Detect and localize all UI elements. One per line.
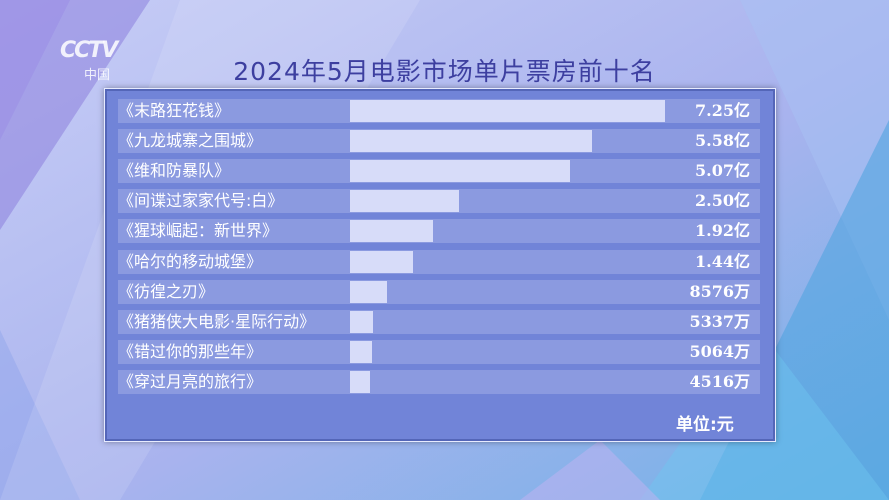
bar-track <box>350 280 665 304</box>
bar <box>350 190 459 212</box>
bar-track <box>350 99 665 123</box>
bar <box>350 251 413 273</box>
value-label: 5.07亿 <box>695 161 750 180</box>
bar <box>350 130 593 152</box>
value-label: 7.25亿 <box>695 101 750 120</box>
unit-label: 单位:元 <box>676 415 734 435</box>
bar-track <box>350 189 665 213</box>
bar-row: 《哈尔的移动城堡》 1.44亿 <box>118 250 760 274</box>
value-label: 5.58亿 <box>695 131 750 150</box>
bar-row: 《猪猪侠大电影·星际行动》 5337万 <box>118 310 760 334</box>
value-label: 5064万 <box>689 342 750 361</box>
bar-track <box>350 129 665 153</box>
bar-track <box>350 370 665 394</box>
value-label: 1.44亿 <box>695 252 750 271</box>
logo-subtext: 中国 <box>84 68 111 83</box>
value-label: 2.50亿 <box>695 191 750 210</box>
bar-track <box>350 250 665 274</box>
bar-row: 《猩球崛起：新世界》 1.92亿 <box>118 219 760 243</box>
category-label: 《错过你的那些年》 <box>118 342 263 361</box>
bar <box>350 341 372 363</box>
category-label: 《彷徨之刃》 <box>118 282 215 301</box>
bar <box>350 100 665 122</box>
category-label: 《猩球崛起：新世界》 <box>118 221 279 240</box>
bar-track <box>350 310 665 334</box>
category-label: 《间谍过家家代号:白》 <box>118 191 284 210</box>
category-label: 《末路狂花钱》 <box>118 101 231 120</box>
bar-row: 《末路狂花钱》 7.25亿 <box>118 99 760 123</box>
bar-row: 《间谍过家家代号:白》 2.50亿 <box>118 189 760 213</box>
bar <box>350 281 388 303</box>
category-label: 《猪猪侠大电影·星际行动》 <box>118 312 316 331</box>
bar-row: 《穿过月亮的旅行》 4516万 <box>118 370 760 394</box>
bar-track <box>350 340 665 364</box>
category-label: 《穿过月亮的旅行》 <box>118 372 263 391</box>
bar-track <box>350 219 665 243</box>
category-label: 《九龙城寨之围城》 <box>118 131 263 150</box>
category-label: 《维和防暴队》 <box>118 161 231 180</box>
bar <box>350 160 571 182</box>
bar-row: 《错过你的那些年》 5064万 <box>118 340 760 364</box>
value-label: 8576万 <box>689 282 750 301</box>
bar <box>350 220 434 242</box>
value-label: 1.92亿 <box>695 221 750 240</box>
bar-row: 《彷徨之刃》 8576万 <box>118 280 760 304</box>
chart-title: 2024年5月电影市场单片票房前十名 <box>233 57 656 86</box>
logo-wordmark: CCTV <box>60 38 118 63</box>
value-label: 5337万 <box>689 312 750 331</box>
bar-row: 《九龙城寨之围城》 5.58亿 <box>118 129 760 153</box>
bar-row: 《维和防暴队》 5.07亿 <box>118 159 760 183</box>
bar-track <box>350 159 665 183</box>
bar <box>350 371 370 393</box>
bar <box>350 311 374 333</box>
value-label: 4516万 <box>689 372 750 391</box>
category-label: 《哈尔的移动城堡》 <box>118 252 263 271</box>
cctv-logo: CCTV 中国 <box>60 38 140 83</box>
